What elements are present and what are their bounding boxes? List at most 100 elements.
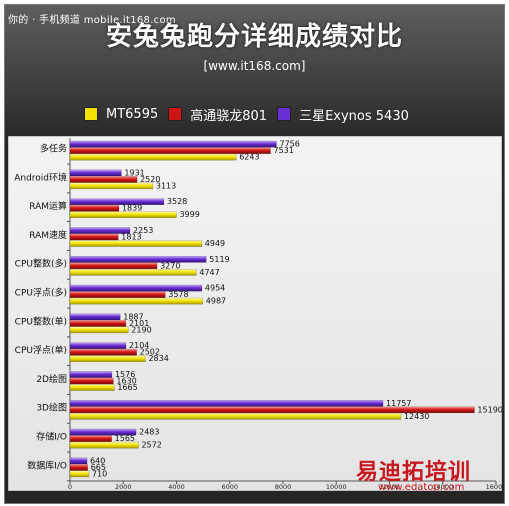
- x-tick-label: 2000: [115, 483, 132, 491]
- data-label-exynos5430: 2253: [133, 226, 153, 235]
- data-label-mt6595: 710: [92, 469, 107, 478]
- bar-exynos5430: [69, 342, 127, 350]
- category-label: CPU整数(单): [15, 315, 67, 327]
- bar-mt6595: [69, 153, 237, 161]
- data-label-snapdragon801: 1630: [116, 377, 136, 386]
- bar-snapdragon801: [69, 348, 137, 356]
- bar-mt6595: [69, 326, 129, 334]
- category-label: CPU整数(多): [15, 258, 67, 270]
- data-label-snapdragon801: 15190: [477, 405, 502, 414]
- x-tick-label: 12000: [379, 483, 400, 491]
- data-label-exynos5430: 5119: [209, 255, 229, 264]
- bar-snapdragon801: [69, 233, 119, 241]
- data-label-exynos5430: 4954: [205, 284, 225, 293]
- bar-exynos5430: [69, 428, 137, 436]
- data-label-mt6595: 4987: [206, 297, 226, 306]
- bar-exynos5430: [69, 371, 113, 378]
- data-label-exynos5430: 2483: [139, 428, 159, 437]
- bar-exynos5430: [69, 284, 203, 292]
- data-label-exynos5430: 7756: [280, 140, 300, 149]
- data-label-snapdragon801: 1813: [121, 233, 141, 242]
- bar-exynos5430: [69, 400, 384, 407]
- data-label-snapdragon801: 2502: [140, 348, 160, 357]
- bar-snapdragon801: [69, 435, 112, 442]
- legend-swatch-mt6595: [84, 107, 98, 121]
- bar-mt6595: [69, 470, 90, 478]
- x-tick-label: 14000: [432, 483, 453, 491]
- legend: MT6595 高通骁龙801 三星Exynos 5430: [84, 104, 409, 124]
- category-label: CPU浮点(多): [15, 287, 67, 299]
- legend-swatch-exynos5430: [277, 107, 292, 121]
- x-tick-label: 8000: [275, 483, 292, 491]
- data-label-mt6595: 2572: [141, 441, 161, 450]
- bar-snapdragon801: [69, 204, 120, 212]
- category-label: 2D绘图: [36, 373, 67, 385]
- category-label: RAM速度: [29, 229, 67, 241]
- data-label-mt6595: 6243: [239, 153, 259, 162]
- data-label-exynos5430: 640: [90, 456, 105, 465]
- data-label-mt6595: 4747: [199, 268, 219, 277]
- data-label-snapdragon801: 1565: [115, 434, 135, 443]
- bar-exynos5430: [69, 255, 207, 263]
- category-label: 数据库I/O: [27, 459, 67, 471]
- legend-item-snapdragon801: 高通骁龙801: [168, 105, 267, 124]
- data-label-mt6595: 4949: [205, 239, 225, 248]
- legend-swatch-snapdragon801: [168, 107, 183, 121]
- bar-mt6595: [69, 240, 202, 247]
- bar-exynos5430: [69, 457, 88, 465]
- x-tick-label: 0: [68, 483, 72, 491]
- category-label: 存储I/O: [36, 431, 67, 443]
- bar-mt6595: [69, 268, 197, 276]
- data-label-exynos5430: 1931: [124, 168, 144, 177]
- data-label-exynos5430: 2104: [129, 341, 149, 350]
- data-label-mt6595: 12430: [404, 412, 429, 421]
- category-label: Android环境: [14, 171, 67, 183]
- bar-snapdragon801: [69, 406, 475, 414]
- legend-label-snapdragon801: 高通骁龙801: [190, 108, 268, 124]
- data-label-exynos5430: 1887: [123, 312, 143, 321]
- bar-mt6595: [69, 355, 146, 363]
- data-label-mt6595: 3113: [156, 181, 176, 190]
- bar-snapdragon801: [69, 147, 271, 154]
- x-tick-label: 4000: [168, 483, 185, 491]
- bar-snapdragon801: [69, 377, 114, 385]
- data-label-snapdragon801: 1839: [122, 204, 142, 213]
- data-label-mt6595: 2834: [148, 354, 168, 363]
- bar-exynos5430: [69, 140, 277, 148]
- category-label: CPU浮点(单): [15, 344, 67, 356]
- bar-mt6595: [69, 413, 402, 420]
- data-label-mt6595: 1665: [117, 383, 137, 392]
- bar-exynos5430: [69, 227, 131, 234]
- bar-snapdragon801: [69, 464, 88, 471]
- category-label: RAM运算: [29, 200, 67, 212]
- bar-mt6595: [69, 297, 203, 305]
- data-label-snapdragon801: 2520: [140, 175, 160, 184]
- x-tick-label: 10000: [326, 483, 347, 491]
- bar-exynos5430: [69, 198, 165, 205]
- legend-label-exynos5430: 三星Exynos 5430: [299, 108, 409, 124]
- bar-exynos5430: [69, 169, 122, 177]
- bar-mt6595: [69, 441, 139, 449]
- bar-snapdragon801: [69, 291, 166, 298]
- watermark-bottom: 易迪拓培训: [356, 460, 472, 485]
- data-label-mt6595: 2190: [131, 325, 151, 334]
- chart-title: 安兔兔跑分详细成绩对比: [105, 22, 403, 52]
- data-label-snapdragon801: 665: [91, 463, 106, 472]
- category-label: 3D绘图: [36, 402, 67, 414]
- data-label-snapdragon801: 3578: [168, 290, 188, 299]
- data-label-exynos5430: 11757: [386, 399, 411, 408]
- data-label-exynos5430: 3528: [167, 197, 187, 206]
- bar-mt6595: [69, 384, 115, 391]
- x-tick-label: 16000: [486, 483, 502, 491]
- watermark-top: 你的 · 手机频道 mobile.it168.com: [8, 15, 176, 26]
- bar-snapdragon801: [69, 320, 127, 327]
- bar-snapdragon801: [69, 176, 138, 183]
- data-label-snapdragon801: 7531: [274, 146, 294, 155]
- chart-subtitle: [www.it168.com]: [203, 59, 306, 73]
- data-label-snapdragon801: 2101: [129, 319, 149, 328]
- bar-exynos5430: [69, 313, 121, 321]
- bar-snapdragon801: [69, 262, 158, 270]
- x-tick-label: 6000: [221, 483, 238, 491]
- legend-item-exynos5430: 三星Exynos 5430: [277, 105, 409, 124]
